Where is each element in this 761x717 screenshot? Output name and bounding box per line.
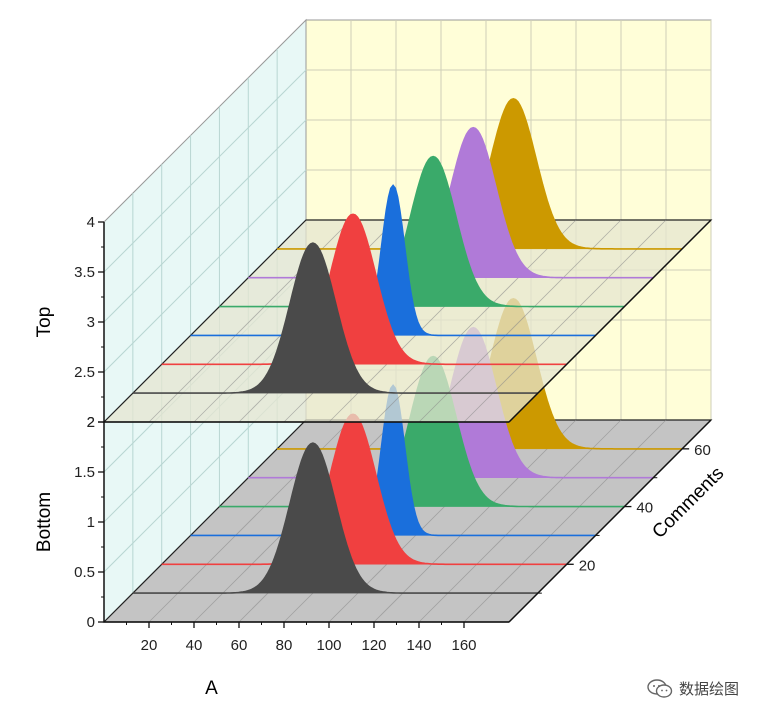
- floor-gridline: [463, 219, 667, 423]
- chart-axes: [98, 221, 690, 628]
- x-tick-label: 60: [231, 637, 248, 654]
- y-tick-label: 4: [87, 214, 95, 231]
- z-tick-label: 20: [579, 557, 596, 574]
- y-tick-label: 3: [87, 314, 95, 331]
- series-area-10: [222, 442, 404, 594]
- watermark: 数据绘图: [647, 678, 739, 699]
- floor-gridline: [418, 419, 622, 623]
- x-tick-label: 80: [276, 637, 293, 654]
- watermark-text: 数据绘图: [678, 681, 739, 698]
- z-tick-label: 60: [694, 442, 711, 459]
- floor-gridline: [373, 419, 577, 623]
- x-tick-label: 20: [141, 637, 158, 654]
- z-axis-label: Comments: [648, 463, 728, 543]
- wechat-icon: [647, 678, 673, 698]
- y-tick-label: 1.5: [74, 464, 95, 481]
- floor-gridline: [418, 219, 622, 423]
- series-area-10: [222, 242, 404, 394]
- floor-right-edge: [508, 419, 712, 623]
- x-tick-label: 120: [361, 637, 386, 654]
- side-wall-gridline: [103, 119, 307, 323]
- side-wall-gridline: [103, 69, 307, 273]
- x-axis-label: A: [205, 678, 218, 699]
- x-tick-label: 140: [406, 637, 431, 654]
- panel-top: [102, 98, 713, 423]
- y-tick-label: 0.5: [74, 564, 95, 581]
- x-tick-label: 40: [186, 637, 203, 654]
- x-tick-label: 160: [451, 637, 476, 654]
- panel-label-bottom: Bottom: [34, 492, 55, 552]
- y-tick-label: 0: [87, 614, 95, 631]
- y-tick-label: 1: [87, 514, 95, 531]
- y-tick-label: 2: [87, 414, 95, 431]
- floor-gridline: [373, 219, 577, 423]
- y-tick-label: 2: [87, 414, 95, 431]
- panel-label-top: Top: [34, 307, 55, 338]
- floor-gridline: [463, 419, 667, 623]
- y-tick-label: 3.5: [74, 264, 95, 281]
- side-wall-gridline: [103, 169, 307, 373]
- z-tick-label: 40: [636, 500, 653, 517]
- x-tick-label: 100: [316, 637, 341, 654]
- floor-right-edge: [508, 219, 712, 423]
- y-tick-label: 2.5: [74, 364, 95, 381]
